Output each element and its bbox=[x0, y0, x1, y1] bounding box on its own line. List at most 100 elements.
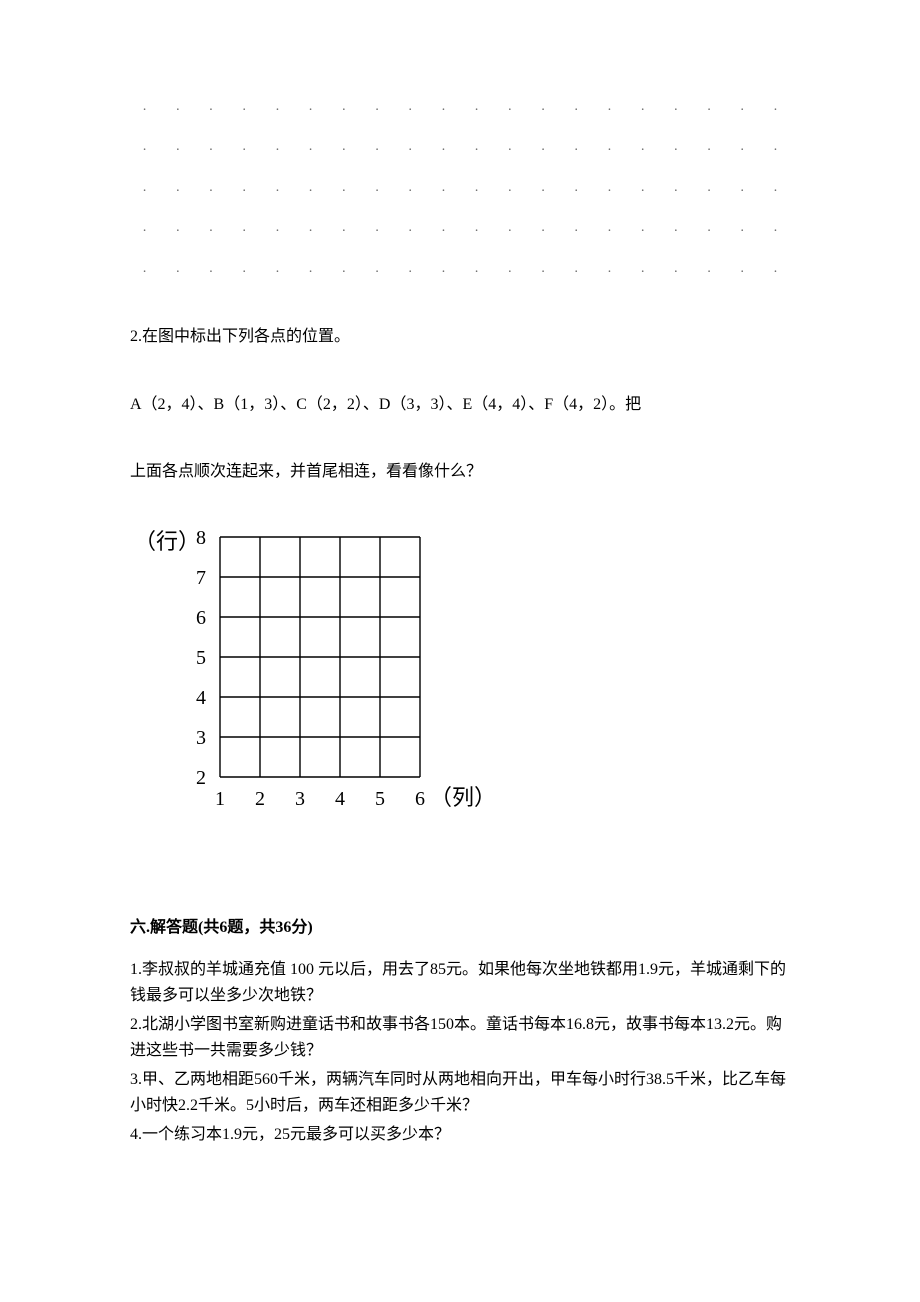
dot: · bbox=[728, 221, 757, 243]
word-problem-2: 2.北湖小学图书室新购进童话书和故事书各150本。童话书每本16.8元，故事书每… bbox=[130, 1012, 790, 1063]
dot: · bbox=[429, 100, 458, 122]
dot: · bbox=[761, 140, 790, 162]
word-problems: 1.李叔叔的羊城通充值 100 元以后，用去了85元。如果他每次坐地铁都用1.9… bbox=[130, 957, 790, 1148]
dot: · bbox=[362, 262, 391, 284]
dot: · bbox=[163, 181, 192, 203]
dot: · bbox=[230, 140, 259, 162]
dot: · bbox=[263, 221, 292, 243]
dot: · bbox=[429, 181, 458, 203]
dot: · bbox=[130, 262, 159, 284]
dot: · bbox=[495, 221, 524, 243]
dot: · bbox=[196, 262, 225, 284]
dot: · bbox=[761, 221, 790, 243]
dot: · bbox=[761, 100, 790, 122]
svg-text:7: 7 bbox=[196, 567, 206, 589]
dot: · bbox=[495, 262, 524, 284]
dot: · bbox=[528, 100, 557, 122]
dot: · bbox=[495, 181, 524, 203]
dot: · bbox=[329, 181, 358, 203]
dot: · bbox=[562, 100, 591, 122]
dot: · bbox=[329, 100, 358, 122]
svg-text:5: 5 bbox=[375, 788, 385, 810]
dot: · bbox=[429, 221, 458, 243]
dot: · bbox=[263, 140, 292, 162]
svg-text:（行）: （行） bbox=[134, 529, 200, 554]
dot: · bbox=[595, 262, 624, 284]
dot: · bbox=[196, 221, 225, 243]
dot: · bbox=[296, 100, 325, 122]
dot: · bbox=[329, 262, 358, 284]
q2-prompt: 2.在图中标出下列各点的位置。 bbox=[130, 324, 790, 350]
coordinate-grid: 8765432123456（行）（列） bbox=[130, 527, 790, 876]
dot: · bbox=[396, 100, 425, 122]
word-problem-3: 3.甲、乙两地相距560千米，两辆汽车同时从两地相向开出，甲车每小时行38.5千… bbox=[130, 1067, 790, 1118]
dot: · bbox=[130, 140, 159, 162]
dot: · bbox=[296, 140, 325, 162]
dot: · bbox=[628, 100, 657, 122]
dot: · bbox=[661, 181, 690, 203]
dot: · bbox=[396, 262, 425, 284]
dot: · bbox=[728, 181, 757, 203]
dot: · bbox=[528, 262, 557, 284]
svg-text:（列）: （列） bbox=[430, 785, 496, 810]
dot: · bbox=[694, 181, 723, 203]
dot: · bbox=[362, 221, 391, 243]
dot: · bbox=[296, 181, 325, 203]
dot: · bbox=[628, 262, 657, 284]
dot: · bbox=[196, 100, 225, 122]
dot: · bbox=[595, 181, 624, 203]
dot: · bbox=[562, 221, 591, 243]
svg-text:4: 4 bbox=[196, 687, 206, 709]
dot: · bbox=[761, 181, 790, 203]
dot: · bbox=[728, 262, 757, 284]
dot: · bbox=[296, 262, 325, 284]
dot: · bbox=[694, 100, 723, 122]
dot: · bbox=[429, 140, 458, 162]
dot-grid: ········································… bbox=[130, 100, 790, 284]
dot: · bbox=[562, 140, 591, 162]
word-problem-4: 4.一个练习本1.9元，25元最多可以买多少本？ bbox=[130, 1122, 790, 1148]
svg-text:1: 1 bbox=[215, 788, 225, 810]
q2-connect: 上面各点顺次连起来，并首尾相连，看看像什么？ bbox=[130, 459, 790, 485]
dot: · bbox=[694, 140, 723, 162]
dot: · bbox=[728, 140, 757, 162]
q2-points: A（2，4）、B（1，3）、C（2，2）、D（3，3）、E（4，4）、F（4，2… bbox=[130, 392, 790, 418]
section6-heading: 六.解答题(共6题，共36分) bbox=[130, 915, 790, 941]
dot: · bbox=[661, 221, 690, 243]
svg-text:4: 4 bbox=[335, 788, 345, 810]
svg-text:3: 3 bbox=[295, 788, 305, 810]
dot: · bbox=[661, 262, 690, 284]
dot: · bbox=[661, 140, 690, 162]
dot: · bbox=[528, 181, 557, 203]
dot: · bbox=[130, 221, 159, 243]
svg-text:3: 3 bbox=[196, 727, 206, 749]
dot: · bbox=[163, 221, 192, 243]
dot: · bbox=[761, 262, 790, 284]
dot: · bbox=[396, 140, 425, 162]
svg-text:6: 6 bbox=[196, 607, 206, 629]
dot: · bbox=[230, 221, 259, 243]
dot: · bbox=[728, 100, 757, 122]
dot: · bbox=[163, 140, 192, 162]
dot: · bbox=[230, 181, 259, 203]
dot: · bbox=[595, 140, 624, 162]
dot: · bbox=[429, 262, 458, 284]
dot: · bbox=[230, 262, 259, 284]
svg-text:6: 6 bbox=[415, 788, 425, 810]
svg-text:2: 2 bbox=[196, 767, 206, 789]
dot: · bbox=[163, 262, 192, 284]
dot: · bbox=[362, 140, 391, 162]
svg-text:5: 5 bbox=[196, 647, 206, 669]
dot: · bbox=[362, 181, 391, 203]
dot: · bbox=[329, 221, 358, 243]
word-problem-1: 1.李叔叔的羊城通充值 100 元以后，用去了85元。如果他每次坐地铁都用1.9… bbox=[130, 957, 790, 1008]
dot: · bbox=[495, 140, 524, 162]
dot: · bbox=[562, 262, 591, 284]
dot: · bbox=[329, 140, 358, 162]
dot: · bbox=[661, 100, 690, 122]
dot: · bbox=[628, 221, 657, 243]
dot: · bbox=[628, 140, 657, 162]
svg-text:2: 2 bbox=[255, 788, 265, 810]
dot: · bbox=[263, 100, 292, 122]
dot: · bbox=[462, 140, 491, 162]
